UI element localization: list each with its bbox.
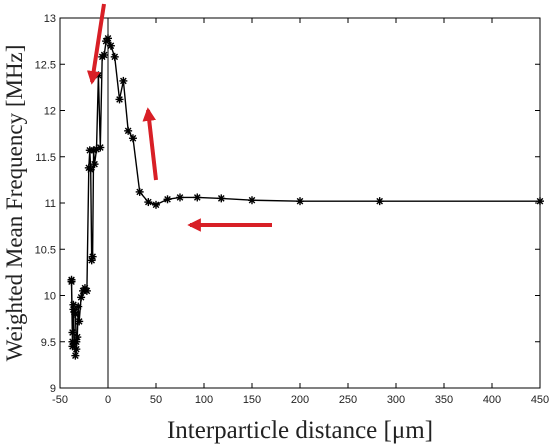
data-point bbox=[163, 195, 172, 204]
y-tick-label: 12 bbox=[44, 106, 56, 118]
y-tick-label: 10 bbox=[44, 291, 56, 303]
data-point bbox=[115, 95, 124, 104]
data-point bbox=[375, 197, 384, 206]
annotation-arrow-1 bbox=[86, 3, 106, 85]
data-point bbox=[98, 52, 107, 61]
data-point bbox=[71, 351, 80, 360]
x-axis-title: Interparticle distance [μm] bbox=[167, 417, 433, 444]
annotation-arrow-2 bbox=[142, 107, 158, 181]
x-tick-label: 100 bbox=[195, 394, 213, 406]
data-point bbox=[176, 193, 184, 202]
x-tick-label: 450 bbox=[531, 394, 549, 406]
x-tick-label: 150 bbox=[243, 394, 261, 406]
x-tick-label: 350 bbox=[435, 394, 453, 406]
data-point bbox=[71, 310, 80, 318]
y-tick-label: 12.5 bbox=[35, 59, 56, 71]
data-point bbox=[193, 193, 202, 202]
x-tick-label: 0 bbox=[105, 394, 111, 406]
annotation-arrows bbox=[86, 3, 272, 232]
data-point bbox=[119, 76, 128, 85]
data-point bbox=[79, 286, 88, 295]
y-tick-label: 11 bbox=[45, 198, 56, 210]
x-tick-label: 50 bbox=[150, 394, 162, 406]
data-point bbox=[77, 293, 86, 302]
data-point bbox=[84, 163, 93, 172]
data-point bbox=[536, 197, 544, 206]
data-point bbox=[110, 52, 119, 61]
data-point bbox=[90, 160, 99, 169]
x-tick-label: 400 bbox=[483, 394, 501, 406]
data-point bbox=[75, 317, 84, 326]
data-points bbox=[67, 34, 544, 360]
data-point bbox=[85, 146, 94, 155]
data-point bbox=[152, 200, 160, 209]
data-point bbox=[72, 337, 81, 346]
y-axis-title: Weighted Mean Frequency [MHz] bbox=[2, 45, 27, 362]
data-point bbox=[296, 197, 304, 206]
data-point bbox=[102, 37, 111, 46]
data-point bbox=[135, 187, 144, 196]
data-point bbox=[87, 256, 96, 265]
data-point bbox=[128, 134, 137, 143]
data-point bbox=[68, 328, 77, 337]
x-tick-label: 300 bbox=[387, 394, 405, 406]
y-tick-label: 10.5 bbox=[35, 244, 56, 256]
data-point bbox=[144, 198, 153, 207]
y-tick-label: 13 bbox=[44, 13, 56, 25]
data-point bbox=[94, 71, 103, 80]
data-point bbox=[248, 196, 256, 205]
data-point bbox=[67, 275, 76, 284]
x-tick-label: 250 bbox=[339, 394, 357, 406]
data-point bbox=[124, 126, 133, 135]
data-point bbox=[217, 194, 226, 203]
y-tick-label: 11.5 bbox=[35, 152, 56, 164]
x-tick-label: -50 bbox=[52, 394, 68, 406]
x-tick-label: 200 bbox=[291, 394, 309, 406]
y-tick-label: 9 bbox=[50, 383, 56, 395]
y-axis-ticks: 9 9.5 10 10.5 11 11.5 12 12.5 13 bbox=[35, 13, 540, 395]
y-tick-label: 9.5 bbox=[41, 337, 56, 349]
